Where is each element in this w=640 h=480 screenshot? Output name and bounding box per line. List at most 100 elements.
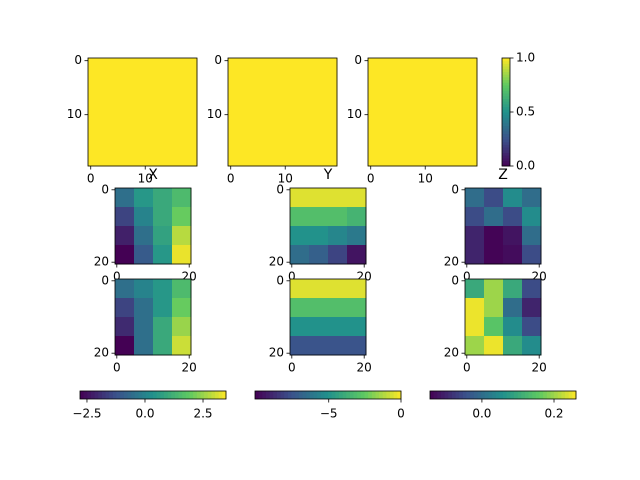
heatmap-cell bbox=[172, 298, 192, 318]
heatmap-cell bbox=[484, 188, 504, 208]
x-tick-label: 0 bbox=[463, 361, 471, 375]
heatmap-cell bbox=[134, 279, 154, 299]
colorbar-segment bbox=[451, 391, 457, 399]
colorbar-segment bbox=[521, 391, 526, 399]
colorbar-segment bbox=[499, 391, 504, 399]
heatmap-cell bbox=[465, 207, 485, 227]
colorbar-frame bbox=[429, 390, 577, 400]
colorbar-segment bbox=[572, 391, 577, 399]
x-tick-label: 10 bbox=[138, 172, 153, 186]
colorbar-segment bbox=[437, 391, 442, 399]
y-tick-label: 0 bbox=[214, 53, 222, 67]
heatmap-cell bbox=[134, 188, 154, 208]
colorbar-segment bbox=[502, 144, 510, 148]
heatmap-cell bbox=[172, 336, 192, 356]
colorbar-segment bbox=[550, 391, 555, 399]
axes-title: Y bbox=[323, 167, 333, 183]
colorbar-segment bbox=[470, 391, 475, 399]
heatmap-cell bbox=[153, 245, 173, 265]
colorbar-segment bbox=[94, 391, 99, 399]
colorbar-segment bbox=[532, 391, 537, 399]
heatmap-cell bbox=[134, 298, 154, 318]
y-tick-label: 0 bbox=[276, 182, 284, 196]
heatmap-cell bbox=[290, 336, 310, 356]
colorbar-segment bbox=[539, 391, 544, 399]
heatmap-cell bbox=[465, 188, 485, 208]
colorbar-segment bbox=[502, 101, 510, 105]
colorbar-segment bbox=[167, 391, 172, 399]
y-tick-label: 0 bbox=[101, 182, 109, 196]
colorbar-segment bbox=[83, 391, 88, 399]
colorbar-segment bbox=[302, 391, 307, 399]
colorbar-segment bbox=[502, 157, 510, 162]
colorbar-segment bbox=[502, 147, 510, 151]
colorbar-segment bbox=[390, 391, 395, 399]
heatmap-cell bbox=[153, 188, 173, 208]
heatmap-cell bbox=[503, 298, 523, 318]
colorbar-segment bbox=[269, 391, 274, 399]
colorbar-segment bbox=[397, 391, 402, 399]
heatmap-cell bbox=[522, 279, 542, 299]
heatmap-cell bbox=[522, 298, 542, 318]
colorbar-segment bbox=[459, 391, 464, 399]
colorbar-segment bbox=[134, 391, 139, 399]
colorbar-segment bbox=[218, 391, 223, 399]
colorbar-segment bbox=[207, 391, 212, 399]
heatmap-cell bbox=[290, 298, 310, 318]
axes-frame bbox=[464, 278, 542, 356]
heatmap-cell bbox=[115, 188, 135, 208]
colorbar-segment bbox=[554, 391, 559, 399]
colorbar-segment bbox=[379, 391, 384, 399]
heatmap-cell bbox=[484, 245, 504, 265]
y-tick-label: 20 bbox=[444, 346, 459, 360]
colorbar-segment bbox=[502, 125, 510, 129]
colorbar-segment bbox=[568, 391, 573, 399]
heatmap-cell bbox=[347, 188, 367, 208]
colorbar-segment bbox=[502, 85, 510, 89]
colorbar-segment bbox=[502, 122, 510, 126]
colorbar-segment bbox=[265, 391, 271, 399]
colorbar-segment bbox=[502, 74, 510, 78]
colorbar-segment bbox=[440, 391, 446, 399]
heatmap-cell bbox=[309, 279, 329, 299]
colorbar-segment bbox=[561, 391, 566, 399]
colorbar-tick-label: 2.5 bbox=[193, 407, 212, 421]
y-tick-label: 10 bbox=[67, 107, 82, 121]
x-tick-label: 0 bbox=[463, 270, 471, 284]
colorbar-tick-label: −5 bbox=[320, 407, 338, 421]
colorbar-segment bbox=[462, 391, 467, 399]
colorbar-segment bbox=[502, 79, 510, 83]
colorbar-tick-label: 0.0 bbox=[472, 407, 491, 421]
colorbar-segment bbox=[215, 391, 220, 399]
colorbar-segment bbox=[502, 109, 510, 113]
colorbar-segment bbox=[138, 391, 143, 399]
heatmap-cell bbox=[134, 245, 154, 265]
colorbar-segment bbox=[557, 391, 562, 399]
colorbar-segment bbox=[284, 391, 289, 399]
colorbar-segment bbox=[156, 391, 161, 399]
heatmap-cell bbox=[153, 279, 173, 299]
colorbar-tick-label: 0.5 bbox=[516, 105, 535, 119]
heatmap-cell bbox=[465, 226, 485, 246]
colorbar-segment bbox=[116, 391, 121, 399]
heatmap-cell bbox=[282, 112, 338, 167]
axes-frame bbox=[227, 57, 338, 167]
colorbar-segment bbox=[473, 391, 478, 399]
heatmap-cell bbox=[347, 317, 367, 337]
colorbar-segment bbox=[502, 76, 510, 81]
colorbar-segment bbox=[481, 391, 486, 399]
heatmap-cell bbox=[328, 207, 348, 227]
heatmap-cell bbox=[465, 245, 485, 265]
heatmap-cell bbox=[153, 317, 173, 337]
colorbar-segment bbox=[123, 391, 128, 399]
colorbar-segment bbox=[353, 391, 358, 399]
heatmap-cell bbox=[328, 336, 348, 356]
colorbar-segment bbox=[324, 391, 329, 399]
colorbar-segment bbox=[105, 391, 110, 399]
colorbar-segment bbox=[185, 391, 190, 399]
colorbar-segment bbox=[142, 391, 147, 399]
x-tick-label: 20 bbox=[357, 361, 372, 375]
heatmap-cell bbox=[309, 317, 329, 337]
heatmap-cell bbox=[115, 298, 135, 318]
axes-frame bbox=[114, 187, 192, 265]
